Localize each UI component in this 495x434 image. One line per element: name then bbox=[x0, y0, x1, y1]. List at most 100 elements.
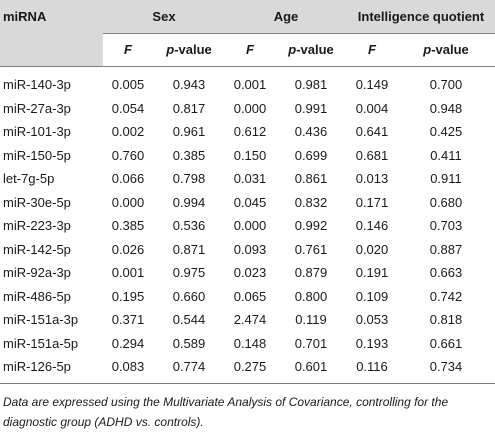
mirna-name-cell: miR-150-5p bbox=[0, 143, 103, 167]
value-cell-sex-f: 0.760 bbox=[111, 147, 145, 163]
table-row: miR-142-5p 0.026 0.871 0.093 0.761 0.020 0.887 bbox=[0, 237, 495, 261]
value-cell-sex-f: 0.195 bbox=[111, 288, 145, 304]
value-cell-age-p: 0.879 bbox=[294, 265, 328, 281]
table-footnote: Data are expressed using the Multivariat… bbox=[3, 395, 449, 429]
iq-underline bbox=[347, 33, 495, 34]
value-cell-sex-p: 0.589 bbox=[172, 335, 206, 351]
value-cell-age-p: 0.701 bbox=[294, 335, 328, 351]
value-cell-sex-f: 0.001 bbox=[111, 265, 145, 281]
value-cell-iq-p: 0.411 bbox=[430, 147, 462, 163]
value-cell-sex-p: 0.798 bbox=[172, 171, 206, 187]
table-row: miR-27a-3p 0.054 0.817 0.000 0.991 0.004 0.948 bbox=[0, 96, 495, 120]
header-age: Age bbox=[225, 0, 347, 33]
value-cell-age-f: 0.148 bbox=[233, 335, 267, 351]
mirna-name-cell: miR-126-5p bbox=[0, 355, 103, 379]
value-cell-iq-p: 0.661 bbox=[429, 335, 463, 351]
header-age-p: p-value bbox=[275, 33, 347, 67]
header-mirna: miRNA bbox=[0, 0, 103, 33]
value-cell-iq-f: 0.681 bbox=[355, 147, 389, 163]
value-cell-sex-p: 0.975 bbox=[172, 265, 206, 281]
value-cell-iq-f: 0.116 bbox=[356, 359, 388, 375]
value-cell-age-p: 0.761 bbox=[294, 241, 328, 257]
value-cell-age-f: 0.150 bbox=[233, 147, 267, 163]
value-cell-age-p: 0.436 bbox=[294, 124, 328, 140]
value-cell-iq-p: 0.948 bbox=[429, 100, 463, 116]
value-cell-age-f: 0.000 bbox=[233, 218, 267, 234]
value-cell-iq-f: 0.149 bbox=[355, 77, 389, 93]
value-cell-iq-f: 0.191 bbox=[355, 265, 389, 281]
value-cell-sex-p: 0.660 bbox=[172, 288, 206, 304]
value-cell-age-p: 0.861 bbox=[294, 171, 328, 187]
header-blank bbox=[0, 33, 103, 67]
value-cell-age-f: 0.001 bbox=[233, 77, 267, 93]
value-cell-age-f: 0.045 bbox=[233, 194, 267, 210]
value-cell-iq-f: 0.020 bbox=[355, 241, 389, 257]
value-cell-age-f: 0.023 bbox=[233, 265, 267, 281]
value-cell-iq-p: 0.818 bbox=[429, 312, 463, 328]
value-cell-age-p: 0.991 bbox=[294, 100, 328, 116]
value-cell-age-p: 0.992 bbox=[294, 218, 328, 234]
table-bottom-rule bbox=[0, 383, 495, 384]
header-iq-p: p-value bbox=[397, 33, 495, 67]
value-cell-iq-p: 0.425 bbox=[429, 124, 463, 140]
header-iq-f: F bbox=[347, 33, 397, 67]
mirna-name-cell: let-7g-5p bbox=[0, 167, 103, 191]
value-cell-sex-f: 0.294 bbox=[111, 335, 145, 351]
mirna-name-cell: miR-27a-3p bbox=[0, 96, 103, 120]
header-row-groups: miRNA Sex Age Intelligence quotient bbox=[0, 0, 495, 33]
value-cell-sex-f: 0.026 bbox=[111, 241, 145, 257]
mirna-name-cell: miR-142-5p bbox=[0, 237, 103, 261]
value-cell-sex-f: 0.054 bbox=[111, 100, 145, 116]
value-cell-age-p: 0.601 bbox=[294, 359, 328, 375]
mirna-name-cell: miR-151a-5p bbox=[0, 331, 103, 355]
table-row: let-7g-5p 0.066 0.798 0.031 0.861 0.013 0.911 bbox=[0, 167, 495, 191]
value-cell-iq-p: 0.663 bbox=[429, 265, 463, 281]
value-cell-age-f: 2.474 bbox=[233, 312, 267, 328]
value-cell-sex-p: 0.994 bbox=[172, 194, 206, 210]
value-cell-age-p: 0.699 bbox=[294, 147, 328, 163]
table-body: miR-140-3p 0.005 0.943 0.001 0.981 0.149 0.700… bbox=[0, 66, 495, 379]
value-cell-age-p: 0.981 bbox=[294, 77, 328, 93]
mirna-table: miRNA Sex Age Intelligence quotient F p-… bbox=[0, 0, 495, 379]
table-row: miR-151a-5p 0.294 0.589 0.148 0.701 0.193 0.66… bbox=[0, 331, 495, 355]
header-iq: Intelligence quotient bbox=[347, 0, 495, 33]
value-cell-age-f: 0.612 bbox=[233, 124, 267, 140]
value-cell-iq-p: 0.734 bbox=[429, 359, 463, 375]
value-cell-sex-p: 0.536 bbox=[172, 218, 206, 234]
value-cell-age-p: 0.800 bbox=[294, 288, 328, 304]
value-cell-sex-p: 0.961 bbox=[172, 124, 206, 140]
table-row: miR-126-5p 0.083 0.774 0.275 0.601 0.116 0.734 bbox=[0, 355, 495, 379]
mirna-name-cell: miR-101-3p bbox=[0, 120, 103, 144]
table-row: miR-92a-3p 0.001 0.975 0.023 0.879 0.191 0.663 bbox=[0, 261, 495, 285]
value-cell-iq-p: 0.911 bbox=[430, 171, 462, 187]
value-cell-age-p: 0.119 bbox=[295, 312, 327, 328]
value-cell-iq-f: 0.641 bbox=[355, 124, 389, 140]
mirna-name-cell: miR-140-3p bbox=[0, 66, 103, 97]
value-cell-age-f: 0.275 bbox=[233, 359, 267, 375]
header-age-f: F bbox=[225, 33, 275, 67]
age-underline bbox=[225, 33, 347, 34]
value-cell-sex-p: 0.871 bbox=[172, 241, 206, 257]
header-sex: Sex bbox=[103, 0, 225, 33]
table-row: miR-101-3p 0.002 0.961 0.612 0.436 0.641 0.425 bbox=[0, 120, 495, 144]
value-cell-iq-f: 0.013 bbox=[355, 171, 389, 187]
value-cell-sex-p: 0.385 bbox=[172, 147, 206, 163]
value-cell-age-f: 0.000 bbox=[233, 100, 267, 116]
mirna-name-cell: miR-223-3p bbox=[0, 214, 103, 238]
table-row: miR-140-3p 0.005 0.943 0.001 0.981 0.149 0.700 bbox=[0, 66, 495, 97]
mirna-name-cell: miR-151a-3p bbox=[0, 308, 103, 332]
table-row: miR-150-5p 0.760 0.385 0.150 0.699 0.681 0.411 bbox=[0, 143, 495, 167]
value-cell-sex-p: 0.544 bbox=[172, 312, 206, 328]
header-sex-f: F bbox=[103, 33, 153, 67]
table-row: miR-151a-3p 0.371 0.544 2.474 0.119 0.053 0.81… bbox=[0, 308, 495, 332]
mirna-name-cell: miR-92a-3p bbox=[0, 261, 103, 285]
value-cell-sex-p: 0.817 bbox=[172, 100, 206, 116]
value-cell-iq-p: 0.700 bbox=[429, 77, 463, 93]
value-cell-sex-f: 0.000 bbox=[111, 194, 145, 210]
sex-underline bbox=[103, 33, 225, 34]
value-cell-iq-p: 0.742 bbox=[429, 288, 463, 304]
value-cell-age-f: 0.093 bbox=[233, 241, 267, 257]
value-cell-iq-p: 0.680 bbox=[429, 194, 463, 210]
value-cell-sex-f: 0.371 bbox=[111, 312, 145, 328]
